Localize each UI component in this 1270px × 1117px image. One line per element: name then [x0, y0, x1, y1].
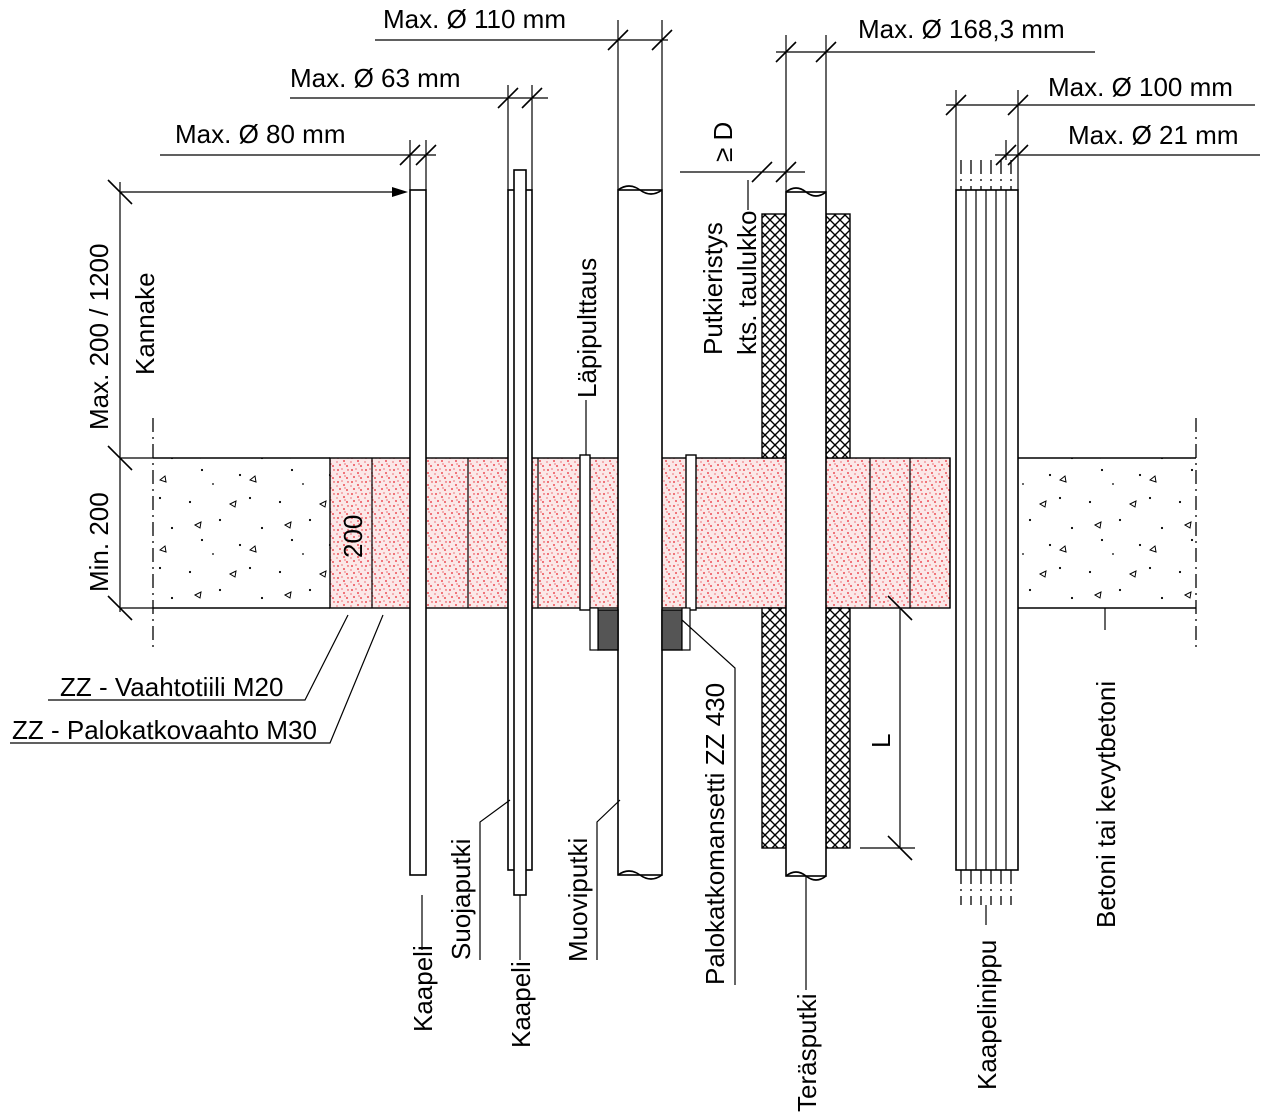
label-kaapeli-2: Kaapeli [506, 961, 536, 1048]
label-putkieristys: Putkieristys [698, 222, 728, 355]
label-min-200: Min. 200 [84, 492, 114, 592]
label-terasputki: Teräsputki [792, 994, 822, 1113]
label-max-80: Max. Ø 80 mm [175, 119, 345, 149]
label-kts-taulukko: kts. taulukko [732, 210, 762, 355]
steel-pipe [785, 187, 827, 881]
label-dim-l: L [866, 734, 896, 748]
cable-bundle [955, 160, 1019, 905]
label-vaahtotiili: ZZ - Vaahtotiili M20 [60, 672, 283, 702]
through-bolt-left [579, 454, 619, 651]
label-dim-200: 200 [338, 515, 368, 558]
protective-pipe [507, 169, 533, 896]
label-palokatkovaahto: ZZ - Palokatkovaahto M30 [12, 715, 317, 745]
label-max-21: Max. Ø 21 mm [1068, 120, 1238, 150]
dimension-lines [107, 20, 1260, 861]
label-max-200-1200: Max. 200 / 1200 [84, 244, 114, 430]
pipe-insulation-lower-right [825, 607, 851, 849]
pipe-insulation-upper-right [825, 213, 851, 459]
label-lapipulttaus: Läpipulttaus [572, 258, 602, 398]
label-betoni: Betoni tai kevytbetoni [1091, 681, 1121, 928]
concrete-wall-right [1018, 458, 1196, 608]
label-max-168: Max. Ø 168,3 mm [858, 14, 1065, 44]
label-palokatkomansetti: Palokatkomansetti ZZ 430 [700, 683, 730, 985]
pipe-insulation-lower-left [761, 607, 787, 849]
pipe-insulation-upper-left [761, 213, 787, 459]
label-ge-d: ≥ D [708, 122, 738, 162]
label-kannake: Kannake [130, 272, 160, 375]
label-kaapeli-1: Kaapeli [408, 945, 438, 1032]
label-suojaputki: Suojaputki [446, 839, 476, 960]
label-max-63: Max. Ø 63 mm [290, 63, 460, 93]
label-max-110: Max. Ø 110 mm [383, 4, 566, 34]
label-kaapelinippu: Kaapelinippu [972, 940, 1002, 1090]
through-bolt-right [661, 454, 697, 651]
concrete-wall-left [153, 458, 330, 608]
label-max-100: Max. Ø 100 mm [1048, 72, 1233, 102]
label-muoviputki: Muoviputki [563, 838, 593, 962]
cable-1 [409, 189, 427, 876]
plastic-pipe [617, 185, 663, 880]
leader-lines [10, 180, 1106, 990]
